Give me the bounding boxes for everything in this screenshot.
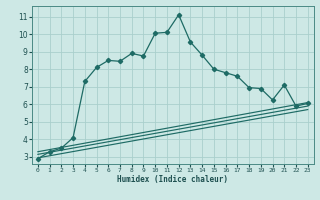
X-axis label: Humidex (Indice chaleur): Humidex (Indice chaleur) <box>117 175 228 184</box>
